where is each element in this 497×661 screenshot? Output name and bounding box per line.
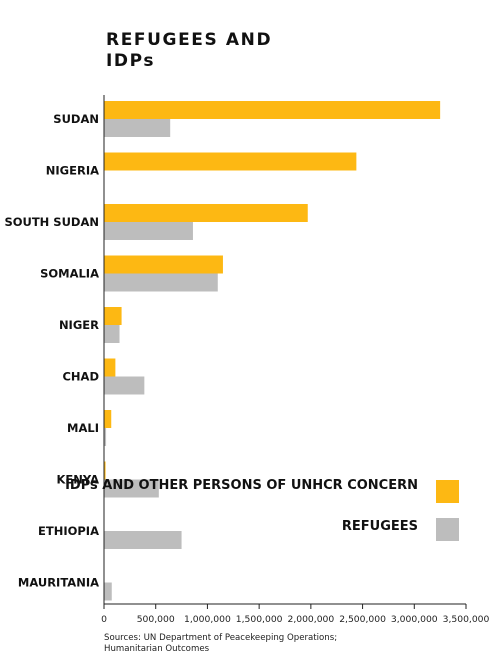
category-label: NIGERIA [46,164,99,178]
x-axis: 0 500,000 1,000,000 1,500,000 2,000,000 2,500… [101,95,490,625]
category-label: ETHIOPIA [38,524,99,538]
category-label: NIGER [59,318,99,332]
legend-swatch-idps [436,480,459,503]
x-tick-label: 2,500,000 [339,614,386,625]
legend-swatch-refugees [436,518,459,541]
category-label: SOMALIA [40,267,99,281]
category-label: SOUTH SUDAN [4,215,99,229]
source-line-1: Sources: UN Department of Peacekeeping O… [104,633,338,643]
x-tick-label: 500,000 [137,614,175,625]
category-label: CHAD [62,370,99,384]
category-label: KENYA [56,473,99,487]
bar-somalia-refugees [104,273,218,292]
bar-mauritania-refugees [104,582,112,601]
category-label: MAURITANIA [18,576,99,590]
source-note: Sources: UN Department of Peacekeeping O… [104,633,404,655]
bar-chad-refugees [104,376,145,395]
x-tick-label: 3,500,000 [443,614,490,625]
bar-mali-idps [104,410,112,428]
chart-title: REFUGEES AND IDPs [106,30,273,71]
bar-sudan-refugees [104,119,171,137]
source-line-2: Humanitarian Outcomes [104,644,210,654]
bar-chad-idps [104,358,116,377]
category-label: SUDAN [53,112,99,126]
x-tick-label: 1,500,000 [236,614,283,625]
bar-somalia-idps [104,255,223,274]
category-label: MALI [67,421,99,435]
bar-niger-idps [104,307,122,325]
bar-mali-refugees [104,428,107,446]
bar-kenya-idps [104,461,106,480]
x-tick-label: 0 [101,614,107,625]
x-tick-label: 3,000,000 [391,614,438,625]
bar-kenya-refugees [104,479,159,498]
bar-sudan-idps [104,101,441,119]
x-tick-label: 2,000,000 [287,614,334,625]
legend-label-idps: IDPs AND OTHER PERSONS OF UNHCR CONCERN [65,478,418,493]
x-tick-label: 1,000,000 [184,614,231,625]
bar-ethiopia-refugees [104,531,182,549]
bar-south-sudan-refugees [104,222,193,240]
bar-nigeria-idps [104,152,357,171]
legend-label-refugees: REFUGEES [341,519,418,534]
bars-layer [104,101,441,601]
bar-south-sudan-idps [104,204,308,222]
bar-niger-refugees [104,325,120,343]
category-labels: SUDAN NIGERIA SOUTH SUDAN SOMALIA NIGER CHAD M… [4,112,99,590]
